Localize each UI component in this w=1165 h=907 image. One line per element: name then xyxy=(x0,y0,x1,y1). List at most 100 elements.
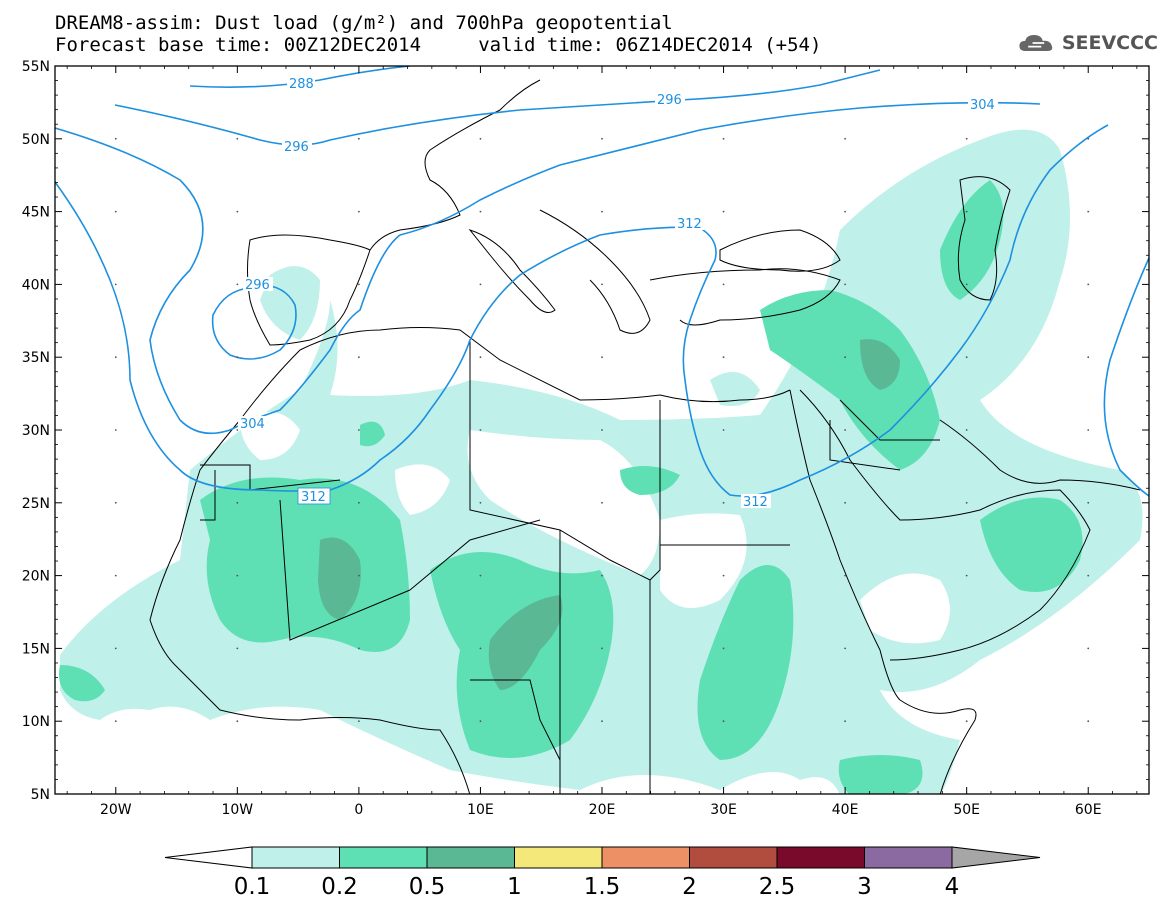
svg-text:312: 312 xyxy=(301,490,326,505)
grid-dot xyxy=(357,574,360,577)
grid-dot xyxy=(114,501,117,504)
grid-dot xyxy=(844,574,847,577)
lat-label: 5N xyxy=(31,787,50,803)
svg-text:296: 296 xyxy=(284,140,309,155)
lat-label: 30N xyxy=(22,423,50,439)
lat-label: 15N xyxy=(22,641,50,657)
grid-dot xyxy=(601,647,603,650)
svg-text:288: 288 xyxy=(289,77,314,92)
colorbar-swatch xyxy=(514,846,603,869)
colorbar-swatch xyxy=(339,846,428,869)
grid-dot xyxy=(844,356,847,359)
grid-dot xyxy=(722,720,725,723)
grid-dot xyxy=(114,137,117,140)
map-subtitle: Forecast base time: 00Z12DEC2014 valid t… xyxy=(55,34,822,56)
svg-text:304: 304 xyxy=(970,98,995,113)
grid-dot xyxy=(601,356,603,359)
grid-dot xyxy=(722,210,725,213)
grid-dot xyxy=(236,720,239,723)
contour-labels: 288 296 296 304 312 296 304 312 312 xyxy=(238,76,998,510)
colorbar-swatch xyxy=(426,846,515,869)
grid-dot xyxy=(844,647,847,650)
grid-dot xyxy=(479,283,482,286)
grid-dot xyxy=(236,574,239,577)
grid-dots xyxy=(114,137,1090,723)
grid-dot xyxy=(1087,720,1090,723)
grid-dot xyxy=(236,429,239,431)
svg-text:312: 312 xyxy=(743,495,768,510)
logo-text: SEEVCCC xyxy=(1061,32,1158,54)
lat-label: 45N xyxy=(22,205,50,221)
grid-dot xyxy=(965,137,968,140)
lon-label: 0 xyxy=(354,802,363,818)
grid-dot xyxy=(357,283,360,286)
lon-label: 20W xyxy=(100,802,132,818)
lon-label: 40E xyxy=(832,802,859,818)
grid-dot xyxy=(601,283,603,286)
colorbar-swatch xyxy=(251,846,340,869)
contour-label-304-b: 304 xyxy=(238,416,268,432)
grid-dot xyxy=(479,137,482,140)
grid-dot xyxy=(114,720,117,723)
lat-label: 10N xyxy=(22,714,50,730)
latitude-axis: 55N 50N 45N 40N 35N 30N 25N 20N 15N 10N 5N xyxy=(22,59,1149,803)
grid-dot xyxy=(236,356,239,359)
grid-dot xyxy=(357,501,360,504)
grid-dot xyxy=(114,356,117,359)
lat-label: 40N xyxy=(22,277,50,293)
grid-dot xyxy=(844,283,847,286)
grid-dot xyxy=(114,283,117,286)
grid-dot xyxy=(357,429,360,431)
svg-text:304: 304 xyxy=(240,417,265,432)
grid-dot xyxy=(114,210,117,213)
grid-dot xyxy=(722,501,725,504)
colorbar-label: 2 xyxy=(682,874,697,900)
lat-label: 35N xyxy=(22,350,50,366)
grid-dot xyxy=(1087,137,1090,140)
contour-label-296-b: 296 xyxy=(282,139,312,155)
contour-label-304-a: 304 xyxy=(968,97,998,113)
dust-shading xyxy=(59,129,1143,794)
grid-dot xyxy=(479,720,482,723)
grid-dot xyxy=(357,647,360,650)
lon-label: 20E xyxy=(589,802,616,818)
grid-dot xyxy=(236,647,239,650)
contour-label-296-a: 296 xyxy=(655,92,685,108)
lon-label: 50E xyxy=(953,802,980,818)
seevccc-logo: SEEVCCC xyxy=(1018,26,1158,60)
grid-dot xyxy=(601,429,603,431)
grid-dot xyxy=(844,429,847,431)
lat-label: 20N xyxy=(22,569,50,585)
colorbar-label: 1 xyxy=(507,874,522,900)
colorbar-under-triangle xyxy=(164,846,253,869)
cloud-icon xyxy=(1019,35,1053,51)
lon-label: 30E xyxy=(710,802,737,818)
grid-dot xyxy=(601,574,603,577)
grid-dot xyxy=(236,210,239,213)
grid-dot xyxy=(965,210,968,213)
colorbar-label: 3 xyxy=(857,874,872,900)
map-title: DREAM8-assim: Dust load (g/m²) and 700hP… xyxy=(55,12,673,34)
colorbar-swatch xyxy=(776,846,865,869)
lat-label: 50N xyxy=(22,132,50,148)
colorbar: 0.1 0.2 0.5 1 1.5 2 2.5 3 4 xyxy=(164,846,1041,900)
grid-dot xyxy=(357,356,360,359)
grid-dot xyxy=(1087,283,1090,286)
grid-dot xyxy=(479,574,482,577)
grid-dot xyxy=(965,574,968,577)
colorbar-label: 1.5 xyxy=(584,874,621,900)
colorbar-label: 2.5 xyxy=(759,874,796,900)
grid-dot xyxy=(114,574,117,577)
grid-dot xyxy=(844,137,847,140)
grid-dot xyxy=(114,429,117,431)
lon-label: 60E xyxy=(1075,802,1102,818)
grid-dot xyxy=(479,210,482,213)
grid-dot xyxy=(965,356,968,359)
grid-dot xyxy=(965,429,968,431)
grid-dot xyxy=(965,720,968,723)
colorbar-swatch xyxy=(601,846,690,869)
svg-text:296: 296 xyxy=(245,278,270,293)
grid-dot xyxy=(844,501,847,504)
grid-dot xyxy=(479,429,482,431)
grid-dot xyxy=(479,501,482,504)
